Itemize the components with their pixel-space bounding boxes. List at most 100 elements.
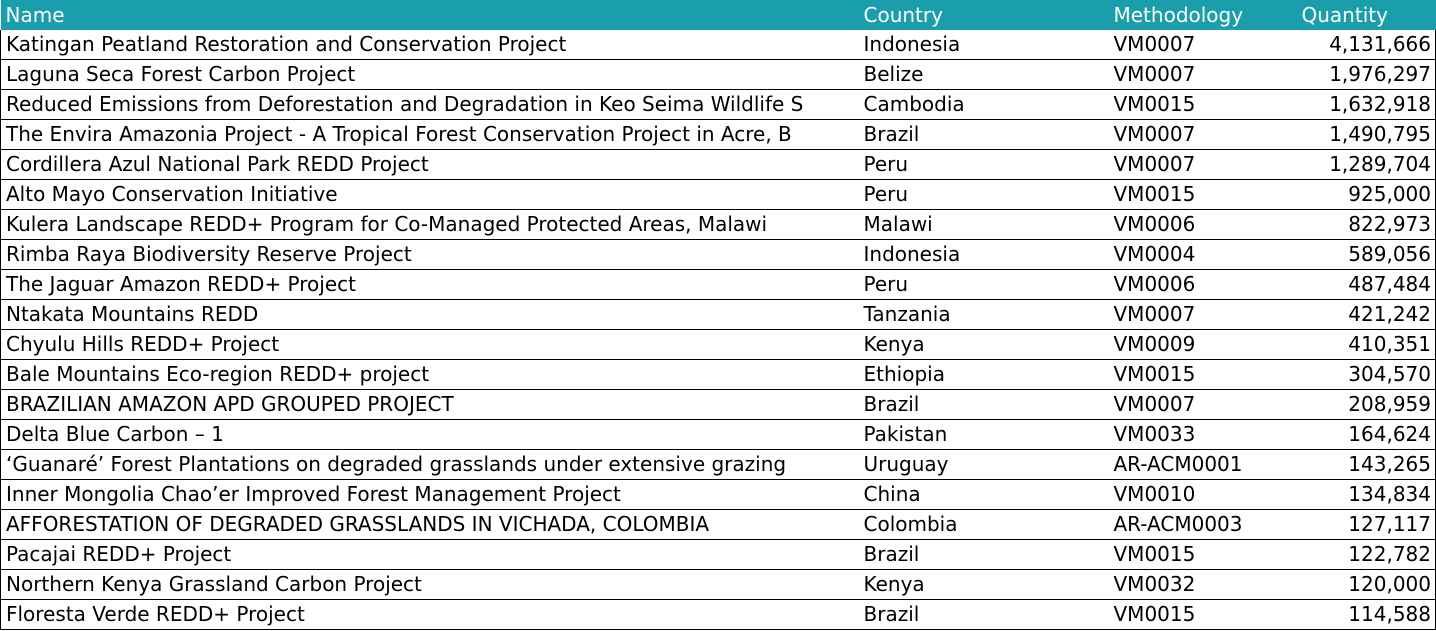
cell-quantity: 822,973 xyxy=(1296,209,1436,240)
table-row[interactable]: Cordillera Azul National Park REDD Proje… xyxy=(0,149,1436,180)
cell-quantity: 304,570 xyxy=(1296,359,1436,390)
table-row[interactable]: The Envira Amazonia Project - A Tropical… xyxy=(0,119,1436,150)
cell-methodology: VM0007 xyxy=(1108,149,1297,180)
table-row[interactable]: Inner Mongolia Chao’er Improved Forest M… xyxy=(0,479,1436,510)
cell-name: Alto Mayo Conservation Initiative xyxy=(0,179,859,210)
cell-country: Tanzania xyxy=(858,299,1109,330)
column-header-country[interactable]: Country xyxy=(858,0,1109,30)
cell-quantity: 120,000 xyxy=(1296,569,1436,600)
cell-country: Peru xyxy=(858,149,1109,180)
cell-quantity: 143,265 xyxy=(1296,449,1436,480)
cell-quantity: 134,834 xyxy=(1296,479,1436,510)
cell-methodology: VM0015 xyxy=(1108,359,1297,390)
cell-methodology: VM0007 xyxy=(1108,119,1297,150)
cell-quantity: 127,117 xyxy=(1296,509,1436,540)
cell-country: Peru xyxy=(858,179,1109,210)
cell-country: Ethiopia xyxy=(858,359,1109,390)
cell-methodology: VM0007 xyxy=(1108,59,1297,90)
cell-quantity: 208,959 xyxy=(1296,389,1436,420)
cell-methodology: AR-ACM0001 xyxy=(1108,449,1297,480)
table-row[interactable]: ‘Guanaré’ Forest Plantations on degraded… xyxy=(0,449,1436,480)
cell-methodology: VM0007 xyxy=(1108,299,1297,330)
cell-methodology: AR-ACM0003 xyxy=(1108,509,1297,540)
cell-methodology: VM0010 xyxy=(1108,479,1297,510)
table-row[interactable]: AFFORESTATION OF DEGRADED GRASSLANDS IN … xyxy=(0,509,1436,540)
cell-country: Brazil xyxy=(858,599,1109,630)
cell-name: Kulera Landscape REDD+ Program for Co-Ma… xyxy=(0,209,859,240)
column-header-quantity[interactable]: Quantity xyxy=(1296,0,1436,30)
cell-methodology: VM0033 xyxy=(1108,419,1297,450)
cell-quantity: 925,000 xyxy=(1296,179,1436,210)
column-header-methodology[interactable]: Methodology xyxy=(1108,0,1297,30)
cell-name: Rimba Raya Biodiversity Reserve Project xyxy=(0,239,859,270)
table-row[interactable]: Pacajai REDD+ Project Brazil VM0015 122,782 xyxy=(0,539,1436,570)
table-row[interactable]: Laguna Seca Forest Carbon Project Belize V… xyxy=(0,59,1436,90)
cell-name: AFFORESTATION OF DEGRADED GRASSLANDS IN … xyxy=(0,509,859,540)
cell-name: Katingan Peatland Restoration and Conser… xyxy=(0,30,859,60)
cell-quantity: 1,632,918 xyxy=(1296,89,1436,120)
cell-quantity: 1,976,297 xyxy=(1296,59,1436,90)
cell-quantity: 114,588 xyxy=(1296,599,1436,630)
cell-country: Kenya xyxy=(858,329,1109,360)
cell-methodology: VM0015 xyxy=(1108,89,1297,120)
cell-quantity: 421,242 xyxy=(1296,299,1436,330)
table-row[interactable]: Northern Kenya Grassland Carbon Project K… xyxy=(0,569,1436,600)
cell-quantity: 589,056 xyxy=(1296,239,1436,270)
cell-quantity: 410,351 xyxy=(1296,329,1436,360)
table-row[interactable]: Reduced Emissions from Deforestation and… xyxy=(0,89,1436,120)
cell-name: Delta Blue Carbon – 1 xyxy=(0,419,859,450)
cell-name: Northern Kenya Grassland Carbon Project xyxy=(0,569,859,600)
table-row[interactable]: Alto Mayo Conservation Initiative Peru VM0… xyxy=(0,179,1436,210)
cell-methodology: VM0032 xyxy=(1108,569,1297,600)
cell-name: The Jaguar Amazon REDD+ Project xyxy=(0,269,859,300)
table-row[interactable]: Kulera Landscape REDD+ Program for Co-Ma… xyxy=(0,209,1436,240)
table-row[interactable]: Delta Blue Carbon – 1 Pakistan VM0033 164,6… xyxy=(0,419,1436,450)
cell-methodology: VM0007 xyxy=(1108,389,1297,420)
table-body: Katingan Peatland Restoration and Conser… xyxy=(0,30,1436,630)
table-row[interactable]: BRAZILIAN AMAZON APD GROUPED PROJECT Braz… xyxy=(0,389,1436,420)
cell-name: ‘Guanaré’ Forest Plantations on degraded… xyxy=(0,449,859,480)
cell-name: Bale Mountains Eco-region REDD+ project xyxy=(0,359,859,390)
header-row: Name Country Methodology Quantity xyxy=(0,0,1436,30)
table-row[interactable]: The Jaguar Amazon REDD+ Project Peru VM000… xyxy=(0,269,1436,300)
cell-quantity: 1,289,704 xyxy=(1296,149,1436,180)
cell-country: Peru xyxy=(858,269,1109,300)
cell-quantity: 4,131,666 xyxy=(1296,30,1436,60)
table-row[interactable]: Rimba Raya Biodiversity Reserve Project I… xyxy=(0,239,1436,270)
cell-name: BRAZILIAN AMAZON APD GROUPED PROJECT xyxy=(0,389,859,420)
cell-country: Colombia xyxy=(858,509,1109,540)
cell-quantity: 122,782 xyxy=(1296,539,1436,570)
cell-quantity: 1,490,795 xyxy=(1296,119,1436,150)
table-row[interactable]: Floresta Verde REDD+ Project Brazil VM0015… xyxy=(0,599,1436,630)
cell-country: Indonesia xyxy=(858,30,1109,60)
table-row[interactable]: Bale Mountains Eco-region REDD+ project E… xyxy=(0,359,1436,390)
cell-name: Laguna Seca Forest Carbon Project xyxy=(0,59,859,90)
cell-methodology: VM0015 xyxy=(1108,179,1297,210)
cell-methodology: VM0009 xyxy=(1108,329,1297,360)
cell-country: Pakistan xyxy=(858,419,1109,450)
cell-name: Cordillera Azul National Park REDD Proje… xyxy=(0,149,859,180)
cell-methodology: VM0007 xyxy=(1108,30,1297,60)
column-header-name[interactable]: Name xyxy=(0,0,859,30)
cell-country: Brazil xyxy=(858,119,1109,150)
cell-country: Indonesia xyxy=(858,239,1109,270)
table-row[interactable]: Ntakata Mountains REDD Tanzania VM0007 421,… xyxy=(0,299,1436,330)
cell-quantity: 487,484 xyxy=(1296,269,1436,300)
cell-country: Brazil xyxy=(858,389,1109,420)
cell-name: Pacajai REDD+ Project xyxy=(0,539,859,570)
cell-country: Uruguay xyxy=(858,449,1109,480)
cell-name: Inner Mongolia Chao’er Improved Forest M… xyxy=(0,479,859,510)
cell-country: Kenya xyxy=(858,569,1109,600)
table-row[interactable]: Chyulu Hills REDD+ Project Kenya VM0009 410… xyxy=(0,329,1436,360)
table-row[interactable]: Katingan Peatland Restoration and Conser… xyxy=(0,30,1436,60)
cell-country: Brazil xyxy=(858,539,1109,570)
cell-country: Cambodia xyxy=(858,89,1109,120)
cell-name: Reduced Emissions from Deforestation and… xyxy=(0,89,859,120)
cell-methodology: VM0015 xyxy=(1108,539,1297,570)
cell-name: Ntakata Mountains REDD xyxy=(0,299,859,330)
cell-methodology: VM0015 xyxy=(1108,599,1297,630)
cell-country: Malawi xyxy=(858,209,1109,240)
cell-methodology: VM0004 xyxy=(1108,239,1297,270)
cell-country: Belize xyxy=(858,59,1109,90)
